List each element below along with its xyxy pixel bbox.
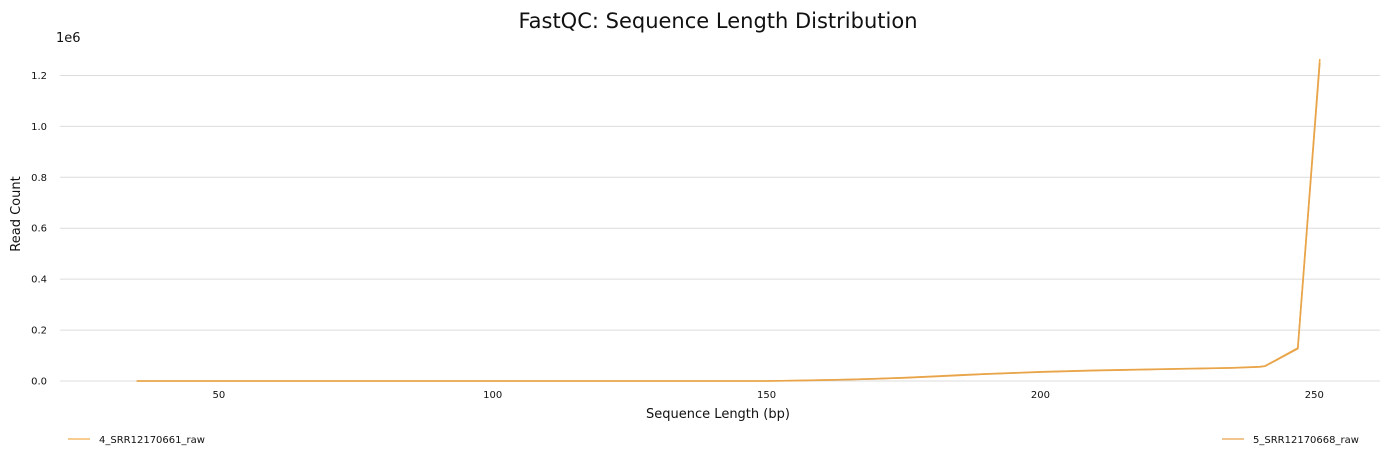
y-tick-label: 1.0 [31, 122, 47, 133]
y-tick-label: 1.2 [31, 71, 47, 82]
legend-label: 5_SRR12170668_raw [1253, 435, 1359, 446]
series-lines [136, 58, 1321, 382]
legend-item[interactable]: 5_SRR12170668_raw [1222, 435, 1359, 446]
y-tick-label: 0.0 [31, 377, 47, 388]
y-axis-offset-label: 1e6 [56, 31, 81, 46]
series-line-4_SRR12170661_raw [136, 58, 1321, 382]
y-axis-label: Read Count [9, 176, 24, 251]
x-tick-label: 50 [212, 390, 225, 401]
y-tick-label: 0.8 [31, 173, 47, 184]
x-tick-label: 200 [1031, 390, 1050, 401]
y-tick-label: 0.2 [31, 326, 47, 337]
x-tick-label: 100 [483, 390, 502, 401]
x-tick-label: 150 [757, 390, 776, 401]
y-tick-label: 0.4 [31, 275, 47, 286]
x-axis-label: Sequence Length (bp) [646, 407, 790, 422]
legend: 4_SRR12170661_raw 5_SRR12170668_raw [68, 435, 1359, 446]
grid-lines [60, 74, 1380, 382]
y-tick-label: 0.6 [31, 224, 47, 235]
legend-item[interactable]: 4_SRR12170661_raw [68, 435, 205, 446]
x-tick-label: 250 [1305, 390, 1324, 401]
y-tick-labels: 0.0 0.2 0.4 0.6 0.8 1.0 1.2 [31, 71, 47, 388]
series-line-5_SRR12170668_raw [136, 62, 1321, 382]
legend-label: 4_SRR12170661_raw [99, 435, 205, 446]
x-tick-labels: 50 100 150 200 250 [212, 390, 1323, 401]
chart-title: FastQC: Sequence Length Distribution [518, 9, 917, 33]
